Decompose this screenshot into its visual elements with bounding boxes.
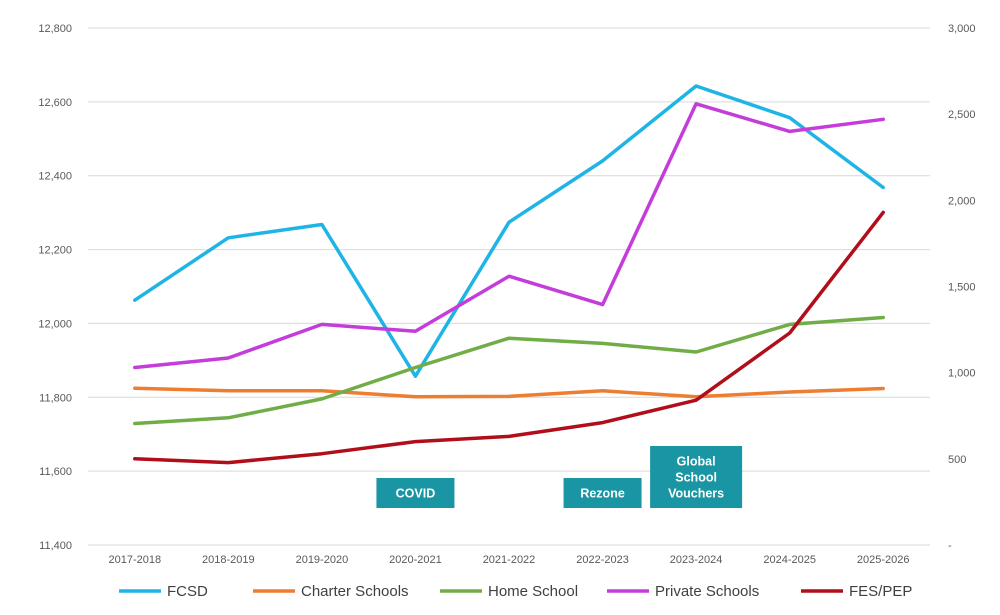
annotations: COVID Rezone Global School Vouchers bbox=[376, 446, 743, 508]
annotation-label: Global bbox=[677, 455, 716, 469]
left-tick-label: 11,600 bbox=[39, 466, 72, 478]
legend-label: FES/PEP bbox=[849, 583, 912, 600]
series-line-charter-schools bbox=[133, 386, 885, 399]
annotation-background bbox=[376, 478, 455, 508]
right-tick-label: 2,500 bbox=[948, 109, 976, 121]
series-line-home-school bbox=[133, 315, 885, 426]
right-tick-label: 1,000 bbox=[948, 368, 976, 380]
gridlines bbox=[88, 27, 930, 546]
right-tick-label: 500 bbox=[948, 454, 966, 466]
series-line-fes-pep bbox=[133, 210, 885, 465]
x-axis: 2017-2018 2018-2019 2019-2020 2020-2021 2021… bbox=[108, 554, 909, 566]
left-tick-label: 12,200 bbox=[38, 245, 72, 257]
legend: FCSD Charter Schools Home School Private Sc… bbox=[119, 583, 912, 600]
legend-item: Home School bbox=[440, 583, 578, 600]
series-line-private-schools bbox=[133, 102, 885, 370]
x-tick-label: 2025-2026 bbox=[857, 554, 910, 566]
series-lines bbox=[133, 84, 885, 465]
right-tick-label: 2,000 bbox=[948, 195, 976, 207]
annotation-box: Rezone bbox=[563, 478, 642, 508]
left-tick-label: 11,400 bbox=[39, 540, 72, 552]
left-tick-label: 12,400 bbox=[38, 171, 72, 183]
legend-label: Home School bbox=[488, 583, 578, 600]
legend-label: Private Schools bbox=[655, 583, 759, 600]
left-tick-label: 11,800 bbox=[39, 392, 72, 404]
x-tick-label: 2017-2018 bbox=[108, 554, 161, 566]
annotation-box: COVID bbox=[376, 478, 455, 508]
annotation-label: COVID bbox=[396, 487, 436, 501]
right-tick-label: 1,500 bbox=[948, 282, 976, 294]
x-tick-label: 2019-2020 bbox=[296, 554, 349, 566]
x-tick-label: 2024-2025 bbox=[763, 554, 816, 566]
right-tick-label: - bbox=[948, 540, 952, 552]
legend-item: Charter Schools bbox=[253, 583, 409, 600]
annotation-box: Global School Vouchers bbox=[650, 446, 743, 508]
left-tick-label: 12,000 bbox=[38, 318, 72, 330]
left-tick-label: 12,800 bbox=[38, 23, 72, 35]
left-tick-label: 12,600 bbox=[38, 97, 72, 109]
x-tick-label: 2023-2024 bbox=[670, 554, 723, 566]
legend-item: FCSD bbox=[119, 583, 208, 600]
x-tick-label: 2018-2019 bbox=[202, 554, 255, 566]
annotation-background bbox=[563, 478, 642, 508]
x-tick-label: 2022-2023 bbox=[576, 554, 629, 566]
legend-item: Private Schools bbox=[607, 583, 759, 600]
annotation-label: Rezone bbox=[580, 487, 625, 501]
legend-label: FCSD bbox=[167, 583, 208, 600]
x-tick-label: 2021-2022 bbox=[483, 554, 536, 566]
series-line-fcsd bbox=[133, 84, 885, 378]
x-tick-label: 2020-2021 bbox=[389, 554, 442, 566]
right-tick-label: 3,000 bbox=[948, 23, 976, 35]
annotation-background bbox=[650, 446, 743, 508]
legend-item: FES/PEP bbox=[801, 583, 912, 600]
legend-label: Charter Schools bbox=[301, 583, 409, 600]
right-axis: - 500 1,000 1,500 2,000 2,500 3,000 bbox=[948, 23, 976, 552]
annotation-label: Vouchers bbox=[668, 487, 724, 501]
left-axis: 11,400 11,600 11,800 12,000 12,200 12,400 12,6… bbox=[38, 23, 72, 552]
annotation-label: School bbox=[675, 471, 717, 485]
